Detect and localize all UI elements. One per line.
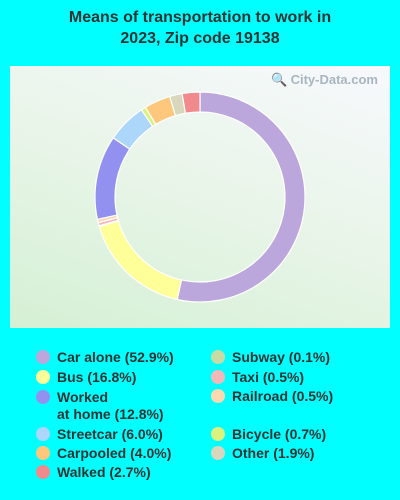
legend-swatch-streetcar [36, 427, 50, 441]
legend-swatch-railroad [211, 389, 225, 403]
legend-label-line-1: Worked [57, 389, 109, 405]
legend-swatch-bicycle [211, 427, 225, 441]
legend-label-bicycle: Bicycle (0.7%) [232, 426, 327, 442]
donut-slice-bus [98, 220, 183, 301]
legend-item-worked-at-home: Worked at home (12.8%) [36, 389, 164, 423]
legend-label-subway: Subway (0.1%) [232, 349, 331, 365]
legend-swatch-car-alone [36, 350, 50, 364]
legend-swatch-other [211, 446, 225, 460]
globe-icon: 🔍 [271, 72, 288, 87]
legend-label-streetcar: Streetcar (6.0%) [57, 426, 163, 442]
chart-panel: 🔍 City-Data.com [10, 66, 390, 328]
legend-item-car-alone: Car alone (52.9%) [36, 349, 174, 366]
legend-swatch-subway [211, 350, 225, 364]
chart-title: Means of transportation to work in 2023,… [0, 7, 400, 49]
legend-item-walked: Walked (2.7%) [36, 464, 151, 481]
legend-swatch-taxi [211, 370, 225, 384]
legend-label-bus: Bus (16.8%) [57, 369, 137, 385]
legend-item-other: Other (1.9%) [211, 445, 314, 462]
watermark-text: City-Data.com [290, 72, 378, 87]
legend-label-railroad: Railroad (0.5%) [232, 388, 334, 404]
legend-item-bus: Bus (16.8%) [36, 369, 136, 386]
legend-item-bicycle: Bicycle (0.7%) [211, 426, 326, 443]
donut-slice-walked [181, 91, 201, 114]
legend-label-other: Other (1.9%) [232, 445, 315, 461]
chart-title-line-2: 2023, Zip code 19138 [120, 30, 280, 47]
legend-item-railroad: Railroad (0.5%) [211, 388, 333, 405]
legend-item-carpooled: Carpooled (4.0%) [36, 445, 171, 462]
donut-slice-worked-at-home [94, 136, 131, 221]
legend-swatch-bus [36, 370, 50, 384]
legend-label-line-2: at home (12.8%) [57, 406, 164, 422]
legend-item-streetcar: Streetcar (6.0%) [36, 426, 163, 443]
donut-chart [94, 91, 306, 303]
legend-label-carpooled: Carpooled (4.0%) [57, 445, 172, 461]
legend-label-worked-at-home: Worked at home (12.8%) [57, 389, 164, 423]
legend-swatch-worked-at-home [36, 390, 50, 404]
legend-label-walked: Walked (2.7%) [57, 464, 151, 480]
legend-label-car-alone: Car alone (52.9%) [57, 349, 174, 365]
donut-slice-car-alone [176, 91, 306, 303]
watermark: 🔍 City-Data.com [271, 72, 378, 88]
chart-title-line-1: Means of transportation to work in [68, 9, 332, 26]
legend-swatch-walked [36, 465, 50, 479]
legend-swatch-carpooled [36, 446, 50, 460]
legend-item-subway: Subway (0.1%) [211, 349, 330, 366]
legend-label-taxi: Taxi (0.5%) [232, 369, 305, 385]
legend-item-taxi: Taxi (0.5%) [211, 369, 304, 386]
